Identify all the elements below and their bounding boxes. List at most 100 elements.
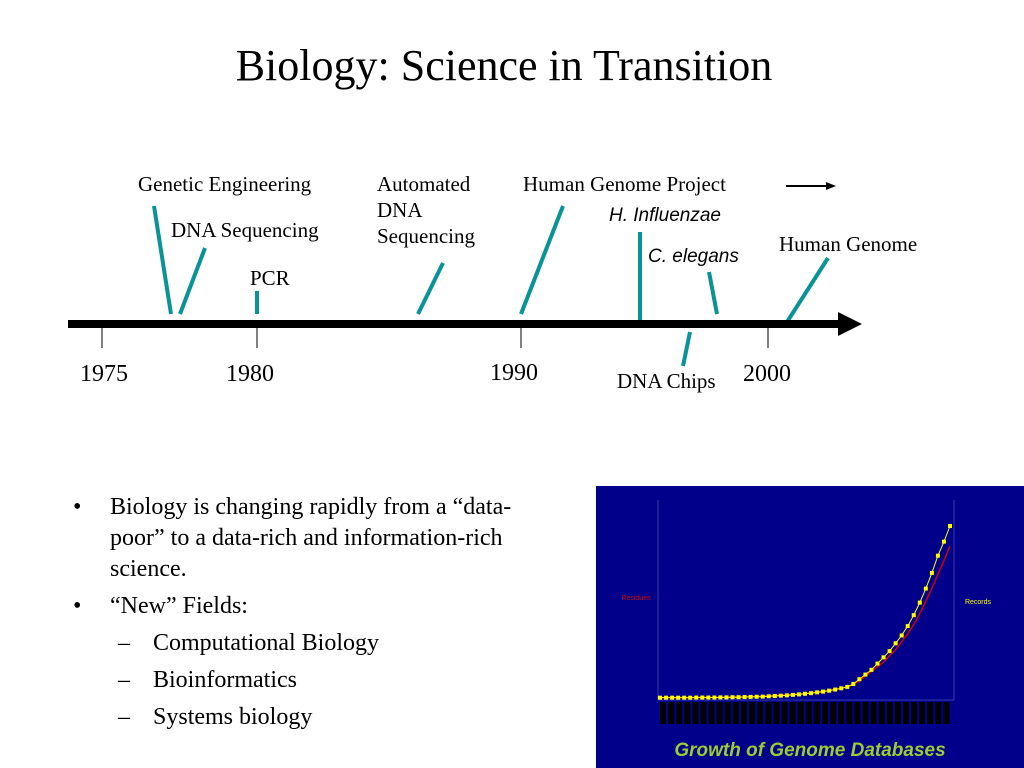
records-axis-label: Records xyxy=(965,599,992,606)
records-point xyxy=(941,539,946,544)
hgp-continuation-arrow-head xyxy=(826,182,836,190)
year-1980: 1980 xyxy=(226,361,274,387)
x-tick-label-block xyxy=(757,702,764,724)
records-point xyxy=(821,689,826,694)
records-point xyxy=(760,694,765,699)
x-tick-label-block xyxy=(716,702,723,724)
records-point xyxy=(790,692,795,697)
sub-bullet-item: – Bioinformatics xyxy=(70,665,540,696)
records-point xyxy=(730,695,735,700)
records-point xyxy=(851,681,856,686)
records-point xyxy=(923,586,928,591)
automated-dna-sequencing-pointer xyxy=(416,262,445,315)
x-tick-label-block xyxy=(838,702,845,724)
records-point xyxy=(887,649,892,654)
label-automated-line3: Sequencing xyxy=(377,224,475,248)
label-dna-chips: DNA Chips xyxy=(617,369,716,393)
records-point xyxy=(869,667,874,672)
genome-growth-chart: Residues Records xyxy=(621,500,992,724)
records-point xyxy=(748,694,753,699)
records-point xyxy=(736,695,741,700)
c-elegans-pointer xyxy=(707,271,719,315)
sub-bullet-marker: – xyxy=(118,704,130,730)
bullet-marker: • xyxy=(73,593,82,619)
x-tick-label-block xyxy=(878,702,885,724)
records-point xyxy=(845,684,850,689)
genetic-engineering-pointer xyxy=(152,205,173,315)
x-tick-label-block xyxy=(797,702,804,724)
sub-bullet-text: Bioinformatics xyxy=(153,667,297,693)
records-point xyxy=(929,570,934,575)
human-genome-project-pointer xyxy=(519,205,565,315)
x-tick-label-block xyxy=(805,702,812,724)
records-point xyxy=(784,693,789,698)
records-point xyxy=(803,691,807,696)
dna-sequencing-pointer xyxy=(178,247,207,315)
slide-title: Biology: Science in Transition xyxy=(235,41,773,90)
timeline-arrowhead xyxy=(838,312,862,336)
series-points-records xyxy=(658,524,952,700)
chart-caption: Growth of Genome Databases xyxy=(674,740,946,761)
records-point xyxy=(833,687,838,692)
label-dna-sequencing: DNA Sequencing xyxy=(171,218,319,242)
label-h-influenzae: H. Influenzae xyxy=(609,205,721,226)
records-point xyxy=(863,672,868,677)
bullet-text: “New” Fields: xyxy=(110,593,248,619)
records-point xyxy=(935,553,940,558)
year-1975: 1975 xyxy=(80,361,128,387)
records-point xyxy=(754,694,759,699)
records-point xyxy=(809,691,814,696)
records-point xyxy=(778,693,783,698)
x-tick-label-block xyxy=(741,702,747,724)
x-tick-label-block xyxy=(894,702,901,724)
x-tick-label-block xyxy=(886,702,893,724)
x-axis-strip xyxy=(660,702,950,724)
records-point xyxy=(796,692,801,697)
x-tick-label-block xyxy=(854,702,861,724)
records-point xyxy=(712,695,717,700)
x-tick-label-block xyxy=(700,702,707,724)
residues-axis-label: Residues xyxy=(621,595,651,602)
x-tick-label-block xyxy=(668,702,675,724)
records-point xyxy=(772,693,777,698)
records-point xyxy=(905,624,910,629)
x-tick-label-block xyxy=(943,702,950,724)
x-tick-label-block xyxy=(708,702,715,724)
label-c-elegans: C. elegans xyxy=(648,246,739,267)
timeline-graphic xyxy=(68,182,862,367)
sub-bullet-text: Systems biology xyxy=(153,704,313,730)
series-line-residues xyxy=(660,546,951,699)
x-tick-label-block xyxy=(676,702,683,724)
records-point xyxy=(948,524,952,528)
records-point xyxy=(815,690,820,695)
x-tick-label-block xyxy=(813,702,820,724)
sub-bullet-item: – Computational Biology xyxy=(70,628,540,659)
sub-bullet-item: – Systems biology xyxy=(70,702,540,733)
records-point xyxy=(917,600,922,605)
records-point xyxy=(911,613,916,618)
x-tick-label-block xyxy=(732,702,739,724)
records-point xyxy=(893,641,898,646)
year-1990: 1990 xyxy=(490,360,538,386)
sub-bullet-text: Computational Biology xyxy=(153,630,379,656)
label-pcr: PCR xyxy=(250,266,290,290)
x-tick-label-block xyxy=(862,702,869,724)
bullet-list: • Biology is changing rapidly from a “dat… xyxy=(70,492,540,739)
x-tick-label-block xyxy=(822,702,828,724)
label-automated-line2: DNA xyxy=(377,198,423,222)
human-genome-pointer xyxy=(785,256,830,324)
records-point xyxy=(839,686,844,691)
records-point xyxy=(827,688,832,693)
x-tick-label-block xyxy=(773,702,780,724)
label-genetic-engineering: Genetic Engineering xyxy=(138,172,312,196)
records-point xyxy=(724,695,729,700)
genome-database-chart-panel: Residues Records Growth of Genome Databa… xyxy=(596,486,1024,768)
x-tick-label-block xyxy=(684,702,691,724)
records-point xyxy=(682,695,687,700)
year-2000: 2000 xyxy=(743,361,791,387)
x-tick-label-block xyxy=(781,702,788,724)
records-point xyxy=(676,695,681,700)
records-point xyxy=(700,695,705,700)
bullet-marker: • xyxy=(73,494,82,520)
bullet-text: Biology is changing rapidly from a “data… xyxy=(110,494,512,582)
